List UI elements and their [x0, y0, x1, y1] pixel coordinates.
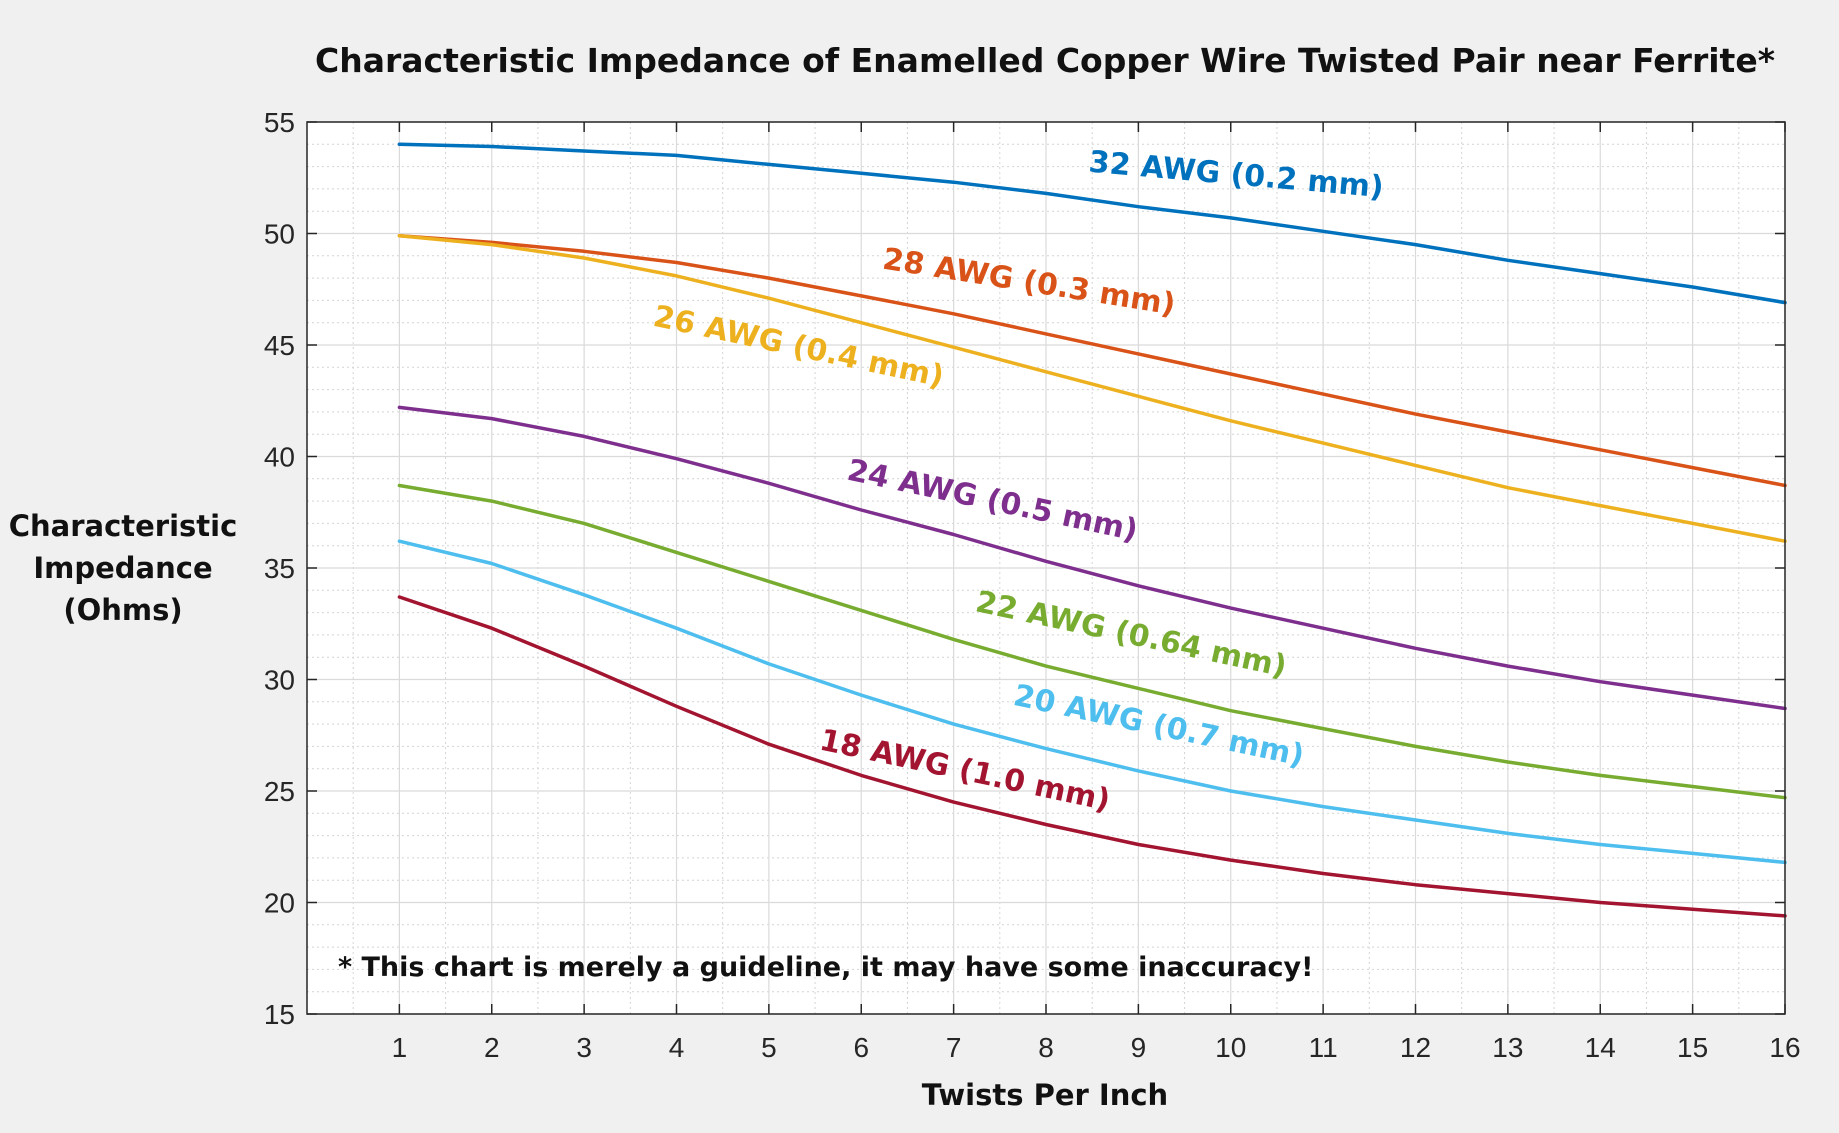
x-tick-label: 1 [392, 1032, 408, 1063]
chart-title: Characteristic Impedance of Enamelled Co… [315, 41, 1775, 80]
series-line-5 [397, 539, 1787, 865]
series-line-6 [397, 595, 1787, 918]
x-tick-label: 13 [1492, 1032, 1523, 1063]
y-tick-label: 40 [264, 442, 295, 473]
series-line-4 [397, 483, 1787, 800]
y-tick-label: 30 [264, 665, 295, 696]
x-tick-label: 7 [946, 1032, 962, 1063]
y-axis-label-line-2: Impedance [33, 551, 212, 585]
series-line-3 [397, 405, 1787, 711]
x-tick-label: 16 [1769, 1032, 1800, 1063]
x-tick-label: 2 [484, 1032, 500, 1063]
y-tick-labels: 15 20 25 30 35 40 45 50 55 [264, 107, 295, 1030]
x-tick-label: 9 [1131, 1032, 1147, 1063]
axis-ticks [307, 121, 1786, 1015]
y-tick-label: 25 [264, 776, 295, 807]
x-tick-label: 11 [1309, 1032, 1338, 1063]
y-tick-label: 45 [264, 330, 295, 361]
x-axis-label: Twists Per Inch [922, 1078, 1168, 1112]
x-tick-label: 4 [669, 1032, 685, 1063]
x-tick-labels: 1 2 3 4 5 6 7 8 9 10 11 12 13 14 15 16 [392, 1032, 1801, 1063]
y-axis-label-line-3: (Ohms) [63, 593, 182, 627]
y-tick-label: 15 [264, 999, 295, 1030]
x-tick-label: 5 [761, 1032, 777, 1063]
series-line-2 [397, 233, 1787, 543]
x-tick-label: 8 [1038, 1032, 1054, 1063]
x-tick-label: 12 [1400, 1032, 1431, 1063]
chart-note: * This chart is merely a guideline, it m… [338, 952, 1313, 983]
series-line-0 [397, 142, 1787, 305]
y-tick-label: 20 [264, 888, 295, 919]
series-line-1 [397, 233, 1787, 488]
x-tick-label: 15 [1677, 1032, 1708, 1063]
x-tick-label: 3 [576, 1032, 592, 1063]
x-tick-label: 10 [1215, 1032, 1246, 1063]
y-axis-label-line-1: Characteristic [9, 509, 238, 543]
series-lines [397, 142, 1787, 918]
x-tick-label: 14 [1585, 1032, 1616, 1063]
y-tick-label: 55 [264, 107, 295, 138]
y-tick-label: 50 [264, 219, 295, 250]
x-tick-label: 6 [853, 1032, 869, 1063]
y-tick-label: 35 [264, 553, 295, 584]
